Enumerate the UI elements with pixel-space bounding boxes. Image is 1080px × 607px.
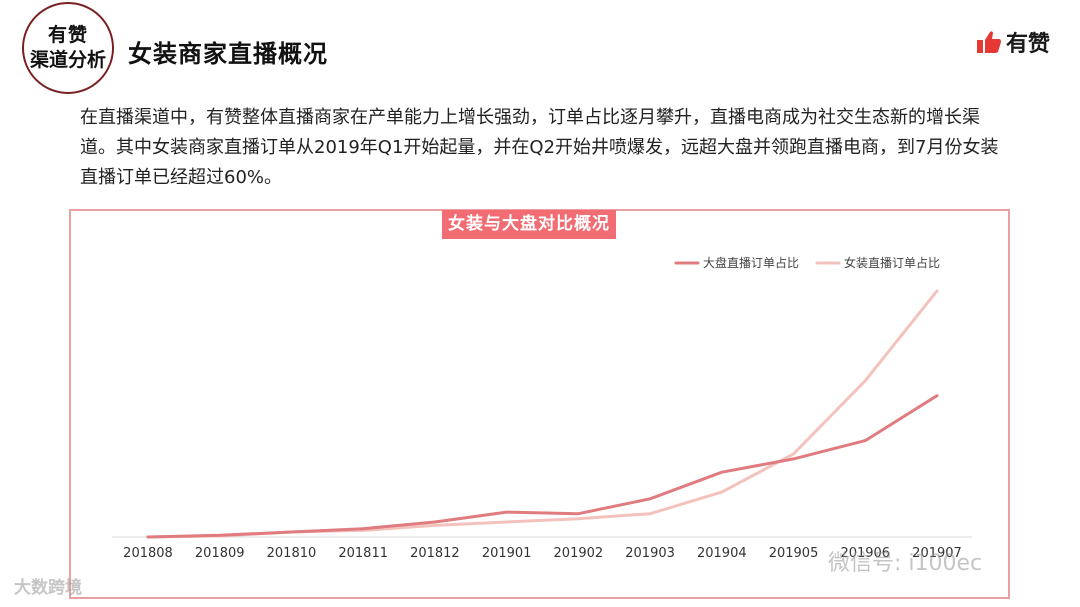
x-tick-label: 201812 — [410, 546, 460, 561]
brand-name: 有赞 — [1005, 32, 1050, 57]
x-tick-label: 201808 — [123, 546, 173, 561]
page-title: 女装商家直播概况 — [128, 40, 328, 68]
x-tick-label: 201902 — [554, 546, 604, 561]
x-tick-label: 201901 — [482, 546, 532, 561]
section-badge: 有赞 渠道分析 — [22, 2, 114, 94]
watermark-left: 大数跨境 — [14, 578, 82, 598]
watermark-right: 微信号: i100ec — [828, 551, 983, 576]
legend-label-1: 女装直播订单占比 — [844, 255, 940, 270]
intro-paragraph: 在直播渠道中，有赞整体直播商家在产单能力上增长强劲，订单占比逐月攀升，直播电商成… — [80, 107, 999, 188]
brand-logo: 有赞 — [976, 26, 1050, 58]
x-tick-label: 201903 — [625, 546, 675, 561]
x-tick-label: 201907 — [912, 546, 962, 561]
x-tick-label: 201904 — [697, 546, 747, 561]
badge-line2: 渠道分析 — [29, 49, 106, 71]
series-line-1 — [146, 289, 939, 539]
x-tick-label: 201810 — [267, 546, 317, 561]
chart-title: 女装与大盘对比概况 — [442, 210, 616, 239]
legend-label-0: 大盘直播订单占比 — [703, 255, 799, 270]
x-tick-label: 201809 — [195, 546, 245, 561]
x-tick-label: 201906 — [840, 546, 890, 561]
x-tick-label: 201905 — [769, 546, 819, 561]
series-line-0 — [146, 394, 939, 539]
badge-line1: 有赞 — [47, 24, 88, 46]
thumbs-up-icon — [976, 31, 1001, 53]
x-tick-label: 201811 — [338, 546, 388, 561]
